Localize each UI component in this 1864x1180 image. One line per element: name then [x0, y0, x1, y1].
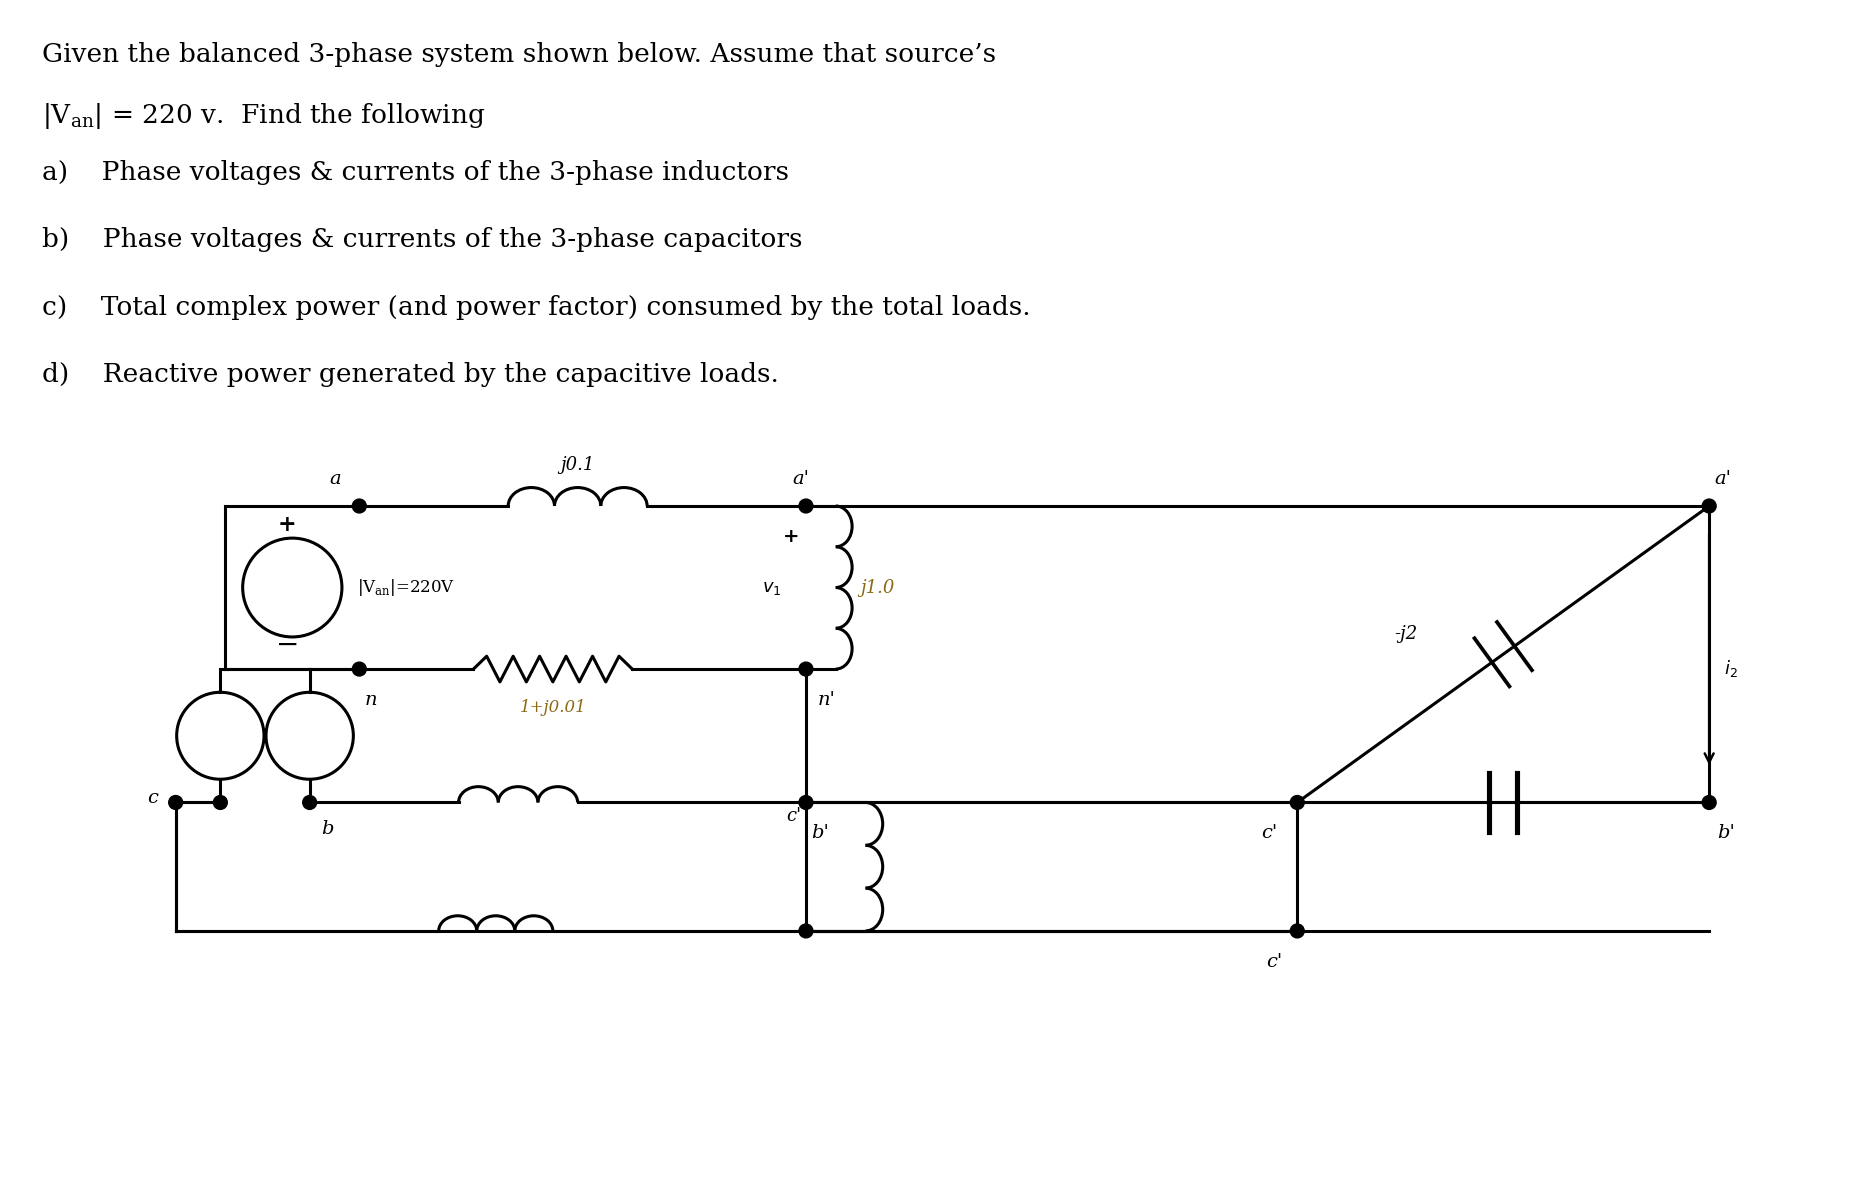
Text: b)    Phase voltages & currents of the 3-phase capacitors: b) Phase voltages & currents of the 3-ph… [41, 228, 802, 253]
Circle shape [800, 499, 813, 513]
Circle shape [212, 795, 227, 809]
Circle shape [800, 795, 813, 809]
Text: 1+j0.01: 1+j0.01 [520, 699, 585, 716]
Text: $i_2$: $i_2$ [1724, 658, 1737, 678]
Text: a': a' [1715, 470, 1732, 489]
Circle shape [302, 795, 317, 809]
Text: b': b' [1717, 824, 1735, 843]
Text: n: n [363, 690, 377, 709]
Text: a': a' [792, 470, 809, 489]
Text: +: + [278, 514, 296, 536]
Circle shape [1290, 795, 1305, 809]
Text: n': n' [818, 690, 835, 709]
Text: c': c' [1262, 824, 1277, 843]
Text: −: − [276, 632, 298, 660]
Text: b': b' [811, 824, 829, 843]
Text: j1.0: j1.0 [861, 578, 895, 597]
Text: j0.1: j0.1 [561, 457, 595, 474]
Text: a)    Phase voltages & currents of the 3-phase inductors: a) Phase voltages & currents of the 3-ph… [41, 160, 788, 185]
Text: Given the balanced 3-phase system shown below. Assume that source’s: Given the balanced 3-phase system shown … [41, 41, 995, 66]
Text: |V$_{\mathregular{an}}$|=220V: |V$_{\mathregular{an}}$|=220V [356, 577, 455, 598]
Text: c': c' [787, 807, 802, 826]
Text: $v_1$: $v_1$ [762, 578, 781, 597]
Circle shape [352, 499, 365, 513]
Text: |V$_{\mathregular{an}}$| = 220 v.  Find the following: |V$_{\mathregular{an}}$| = 220 v. Find t… [41, 100, 485, 131]
Text: c': c' [1266, 952, 1282, 971]
Circle shape [1702, 795, 1717, 809]
Circle shape [1702, 499, 1717, 513]
Text: c: c [147, 788, 158, 806]
Text: c)    Total complex power (and power factor) consumed by the total loads.: c) Total complex power (and power factor… [41, 295, 1031, 320]
Circle shape [1290, 924, 1305, 938]
Circle shape [170, 795, 183, 809]
Circle shape [800, 924, 813, 938]
Circle shape [800, 662, 813, 676]
Text: b: b [322, 820, 334, 838]
Text: d)    Reactive power generated by the capacitive loads.: d) Reactive power generated by the capac… [41, 362, 779, 387]
Text: +: + [783, 527, 800, 545]
Text: a: a [330, 470, 341, 489]
Text: -j2: -j2 [1394, 625, 1417, 643]
Circle shape [352, 662, 365, 676]
